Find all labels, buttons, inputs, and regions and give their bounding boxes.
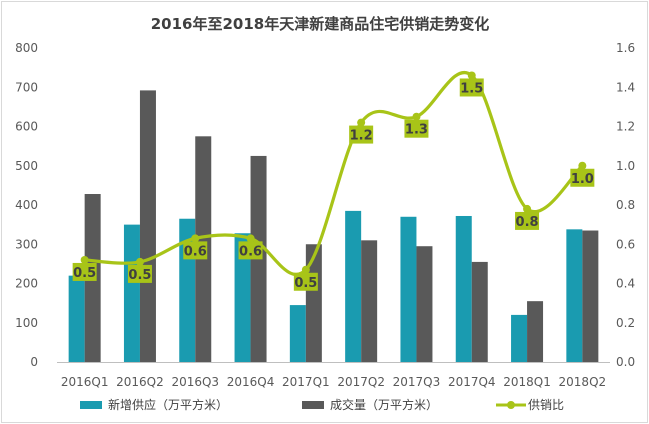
ratio-data-label: 0.6 [184, 244, 207, 259]
y-left-tick-label: 200 [15, 277, 38, 291]
bar-0-8 [511, 314, 528, 362]
bar-0-0 [68, 275, 85, 362]
x-tick-label: 2016Q4 [227, 375, 275, 389]
ratio-data-label: 1.3 [405, 123, 428, 138]
bar-0-1 [123, 224, 140, 362]
y-left-tick-label: 500 [15, 159, 38, 173]
ratio-data-label: 0.5 [73, 266, 96, 281]
ratio-data-label: 0.6 [239, 244, 262, 259]
legend: 新增供应（万平方米） 成交量（万平方米） 供销比 [80, 397, 564, 412]
y-left-tick-label: 0 [30, 355, 38, 369]
ratio-label-box-6 [404, 119, 429, 138]
legend-label: 供销比 [528, 398, 564, 412]
ratio-data-label: 1.5 [460, 81, 483, 96]
ratio-label-box-8 [515, 211, 540, 230]
y-right-tick-label: 0.8 [616, 198, 635, 212]
y-right-tick-label: 1.4 [616, 80, 635, 94]
bar-1-1 [139, 90, 156, 362]
x-tick-label: 2016Q2 [116, 375, 164, 389]
ratio-point-2 [191, 234, 200, 243]
y-right-tick-label: 1.0 [616, 159, 635, 173]
bar-0-7 [455, 215, 472, 362]
ratio-label-box-3 [238, 241, 263, 260]
ratio-label-box-4 [293, 272, 318, 291]
y-left-tick-label: 700 [15, 80, 38, 94]
ratio-label-box-5 [349, 125, 374, 144]
bar-0-3 [234, 233, 251, 362]
bar-1-9 [582, 230, 599, 362]
bar-1-4 [305, 244, 322, 362]
x-tick-label: 2017Q3 [393, 375, 441, 389]
legend-swatch-0 [80, 401, 102, 409]
legend-label: 成交量（万平方米） [330, 397, 438, 412]
bar-0-4 [289, 305, 306, 362]
line-series: 0.5 0.5 0.6 0.6 0.5 1.2 1.3 1.5 0.8 1.0 [72, 71, 595, 291]
y-left-tick-label: 100 [15, 316, 38, 330]
ratio-point-3 [246, 234, 255, 243]
x-tick-label: 2017Q2 [337, 375, 385, 389]
bar-0-5 [345, 210, 362, 362]
y-left-tick-label: 800 [15, 41, 38, 55]
ratio-point-4 [301, 265, 310, 274]
ratio-point-9 [578, 161, 587, 170]
x-tick-label: 2017Q4 [448, 375, 496, 389]
bar-1-5 [361, 240, 378, 362]
ratio-point-1 [135, 257, 144, 266]
y-left-tick-label: 300 [15, 237, 38, 251]
ratio-line [84, 71, 584, 276]
ratio-point-0 [80, 255, 89, 264]
bar-0-9 [566, 229, 583, 362]
x-tick-label: 2018Q1 [503, 375, 551, 389]
ratio-point-8 [523, 204, 532, 213]
y-right-tick-label: 1.2 [616, 120, 635, 134]
bar-1-6 [416, 246, 433, 362]
ratio-label-box-7 [459, 78, 484, 97]
ratio-data-label: 0.8 [516, 215, 539, 230]
ratio-label-box-2 [183, 241, 208, 260]
ratio-data-label: 1.2 [350, 129, 373, 144]
ratio-label-box-0 [72, 262, 97, 281]
bar-1-7 [471, 261, 488, 362]
y-right-tick-label: 1.6 [616, 41, 635, 55]
bar-1-8 [527, 301, 544, 362]
y-left-tick-label: 600 [15, 120, 38, 134]
ratio-label-box-9 [570, 168, 595, 187]
ratio-point-7 [467, 71, 476, 80]
ratio-point-6 [412, 112, 421, 121]
right-axis: 0.0 0.2 0.4 0.6 0.8 1.0 1.2 1.4 1.6 [616, 41, 635, 369]
x-axis: 2016Q1 2016Q2 2016Q3 2016Q4 2017Q1 2017Q2 2017… [57, 362, 610, 389]
ratio-data-label: 0.5 [294, 276, 317, 291]
bar-0-6 [400, 216, 417, 362]
x-tick-label: 2018Q2 [559, 375, 607, 389]
y-right-tick-label: 0.4 [616, 277, 635, 291]
ratio-data-label: 1.0 [571, 172, 594, 187]
x-tick-label: 2016Q1 [61, 375, 109, 389]
ratio-point-5 [357, 118, 366, 127]
ratio-data-label: 0.5 [128, 268, 151, 283]
legend-label: 新增供应（万平方米） [108, 397, 228, 412]
x-tick-label: 2016Q3 [171, 375, 219, 389]
legend-swatch-1 [302, 401, 324, 409]
ratio-label-box-1 [127, 264, 152, 283]
y-right-tick-label: 0.2 [616, 316, 635, 330]
y-right-tick-label: 0.6 [616, 237, 635, 251]
y-left-tick-label: 400 [15, 198, 38, 212]
chart-title: 2016年至2018年天津新建商品住宅供销走势变化 [151, 15, 490, 33]
y-right-tick-label: 0.0 [616, 355, 635, 369]
legend-marker-2 [507, 401, 515, 409]
x-tick-label: 2017Q1 [282, 375, 330, 389]
left-axis: 0 100 200 300 400 500 600 700 800 [15, 41, 38, 369]
